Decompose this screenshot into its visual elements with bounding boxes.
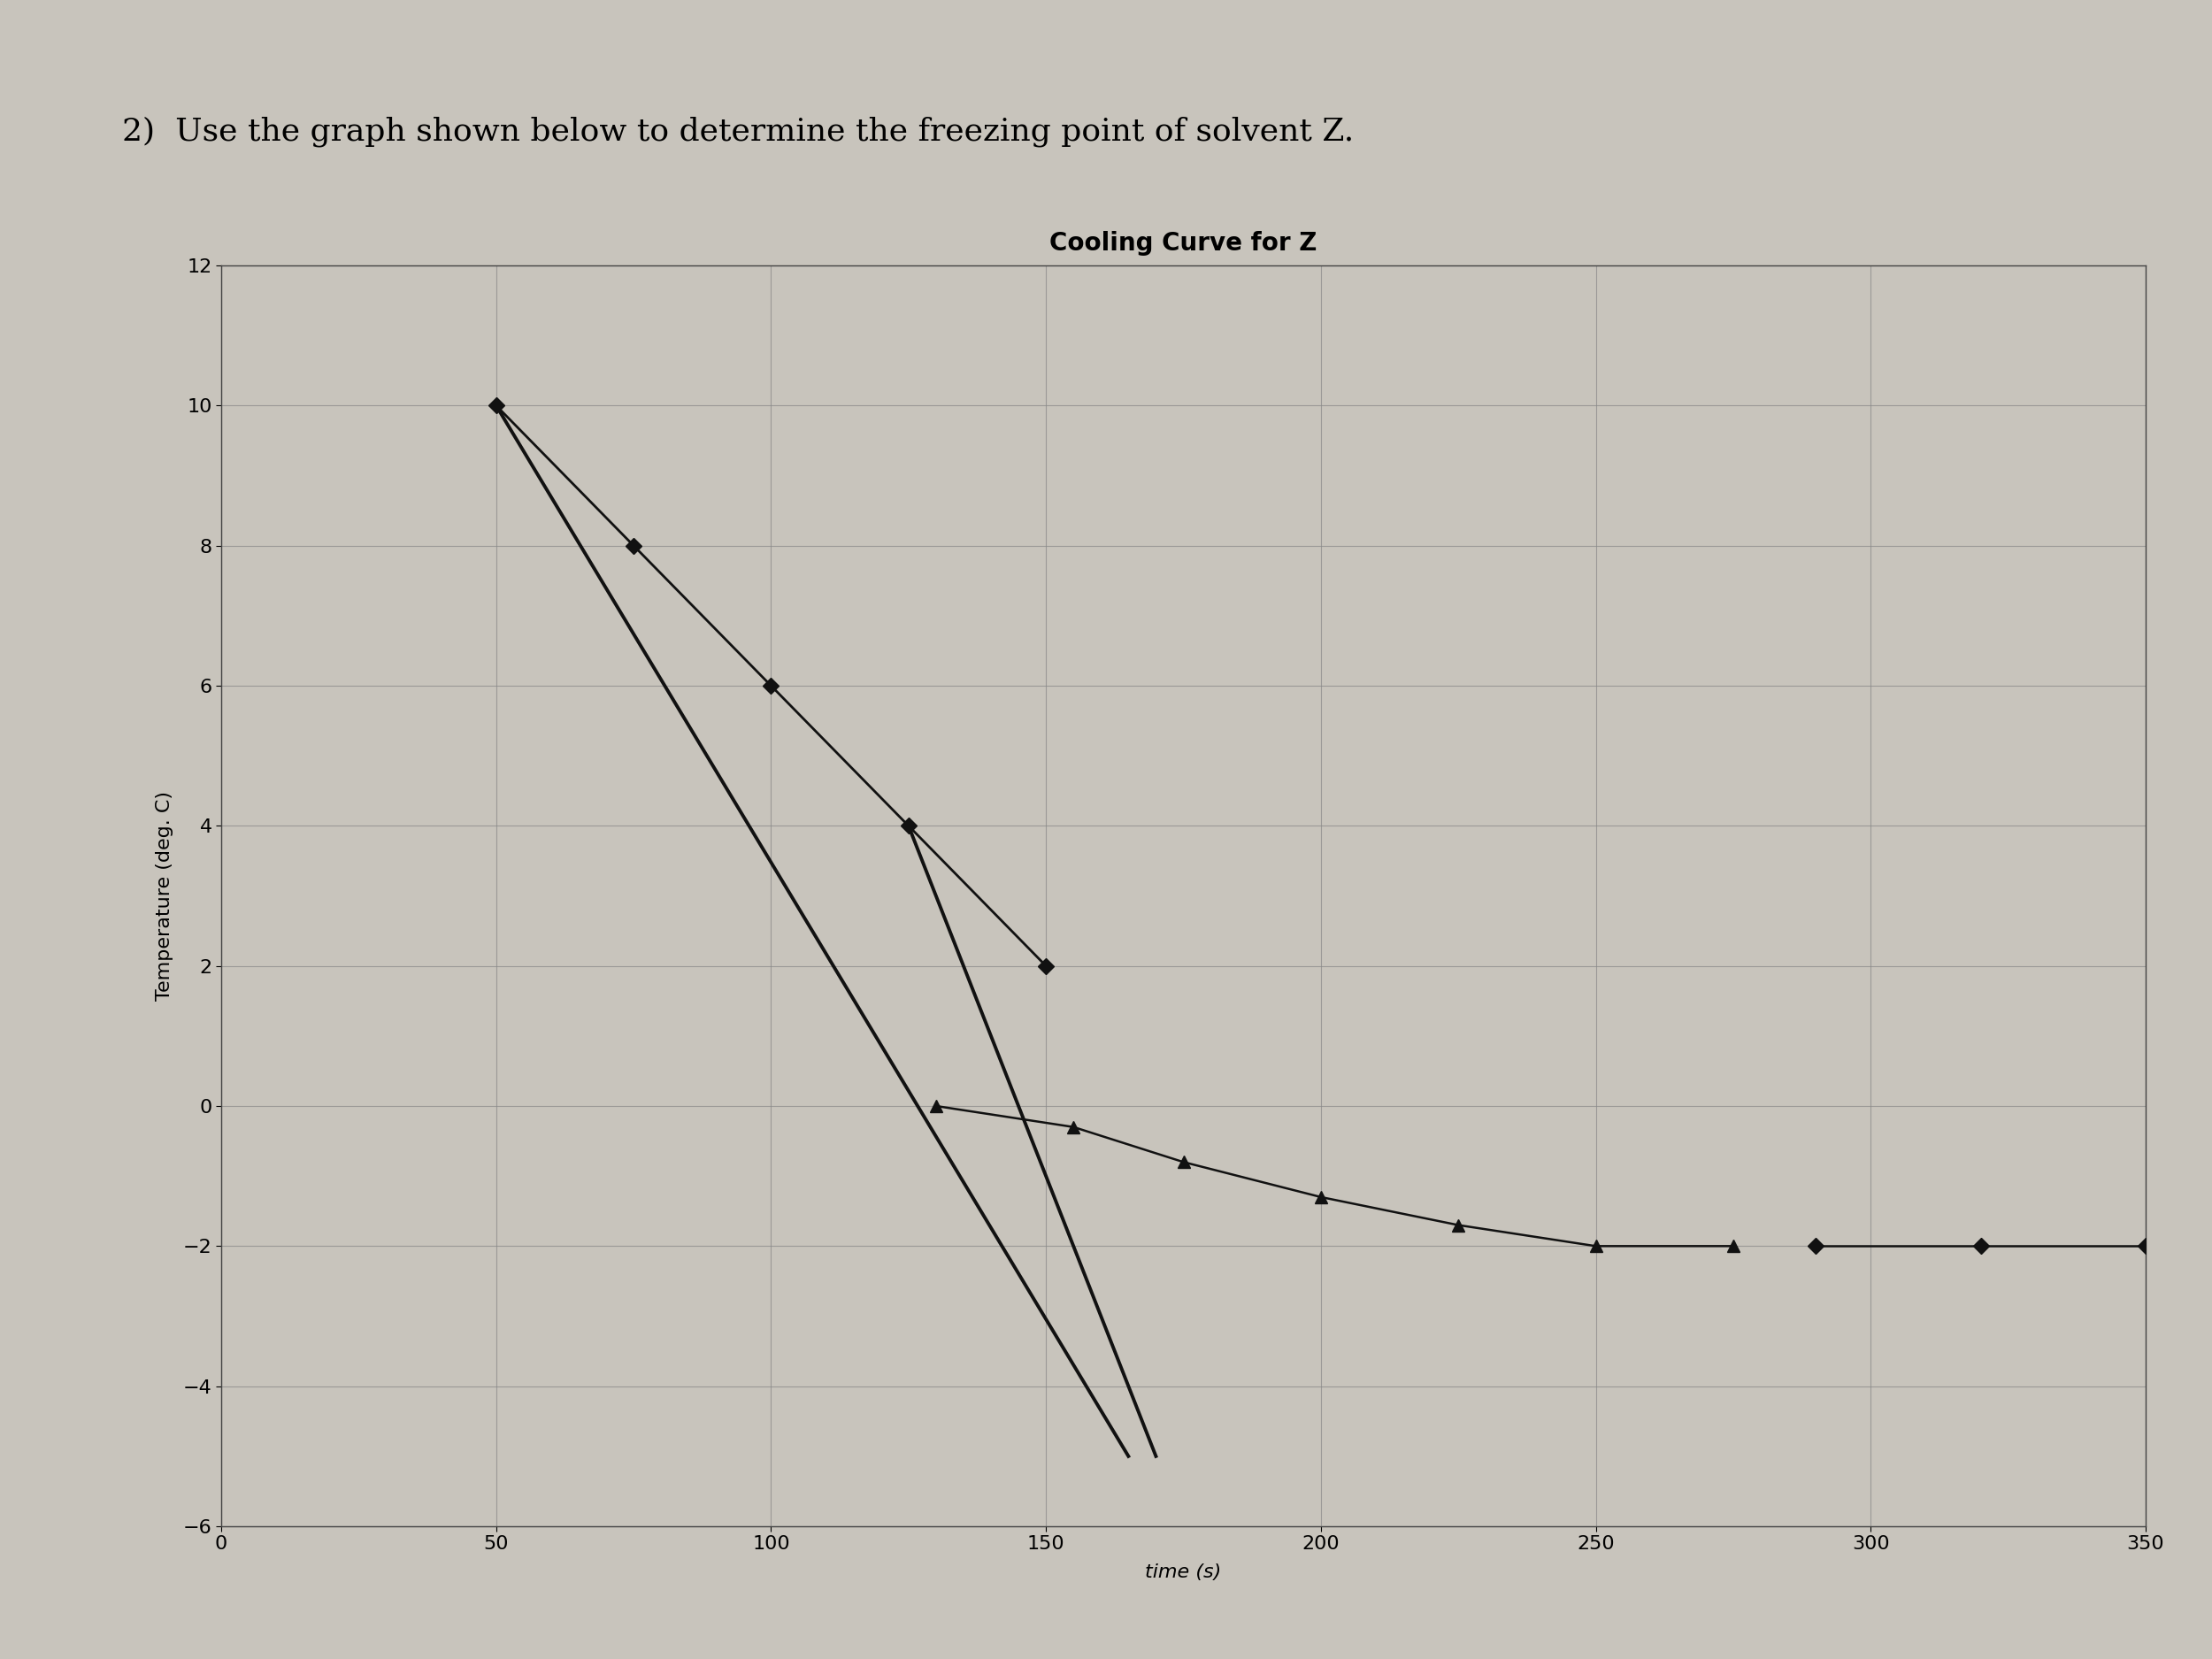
Y-axis label: Temperature (deg. C): Temperature (deg. C) [155, 791, 173, 1000]
Text: 2)  Use the graph shown below to determine the freezing point of solvent Z.: 2) Use the graph shown below to determin… [122, 116, 1354, 146]
X-axis label: time (s): time (s) [1146, 1563, 1221, 1581]
Title: Cooling Curve for Z: Cooling Curve for Z [1051, 231, 1316, 255]
